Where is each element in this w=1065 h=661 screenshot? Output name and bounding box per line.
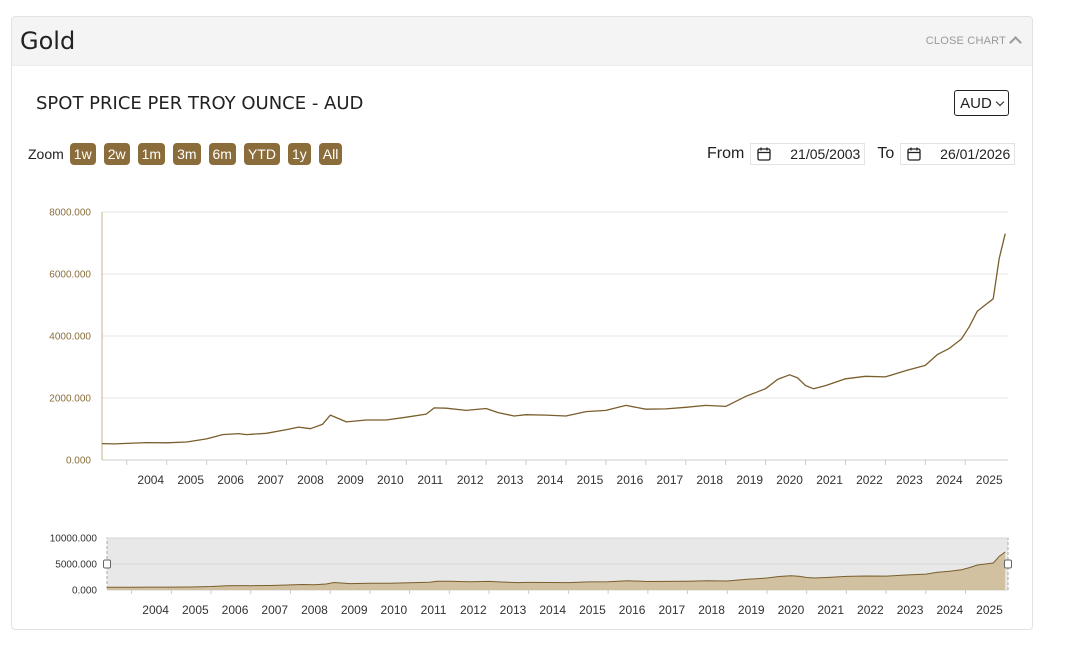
from-date-input[interactable]: 21/05/2003 [750, 143, 866, 165]
gold-chart-card: Gold CLOSE CHART SPOT PRICE PER TROY OUN… [11, 16, 1033, 630]
close-chart-button[interactable]: CLOSE CHART [925, 34, 1022, 49]
calendar-icon [907, 147, 921, 161]
zoom-6m-button[interactable]: 6m [208, 143, 236, 165]
zoom-all-button[interactable]: All [318, 143, 343, 165]
card-title: Gold [20, 27, 76, 55]
currency-select[interactable]: AUD [954, 90, 1009, 116]
chevron-up-icon [1009, 36, 1022, 49]
zoom-2w-button[interactable]: 2w [103, 143, 130, 165]
zoom-1m-button[interactable]: 1m [137, 143, 166, 165]
zoom-1w-button[interactable]: 1w [69, 143, 96, 165]
chevron-down-icon [995, 97, 1005, 106]
card-header: Gold CLOSE CHART [12, 17, 1032, 66]
currency-selected: AUD [960, 94, 992, 112]
chart-title: SPOT PRICE PER TROY OUNCE - AUD [36, 93, 364, 114]
date-range: From 21/05/2003 To 26/01/2026 [707, 143, 1016, 165]
zoom-controls: Zoom 1w 2w 1m 3m 6m YTD 1y All [28, 143, 343, 165]
to-date-input[interactable]: 26/01/2026 [900, 143, 1016, 165]
to-date-value: 26/01/2026 [940, 146, 1011, 162]
zoom-3m-button[interactable]: 3m [173, 143, 201, 165]
zoom-ytd-button[interactable]: YTD [243, 143, 280, 165]
close-chart-label: CLOSE CHART [925, 34, 1006, 47]
zoom-1y-button[interactable]: 1y [287, 143, 311, 165]
calendar-icon [757, 147, 771, 161]
zoom-label: Zoom [28, 146, 64, 162]
from-date-value: 21/05/2003 [790, 146, 861, 162]
from-label: From [707, 145, 745, 162]
to-label: To [877, 145, 895, 162]
